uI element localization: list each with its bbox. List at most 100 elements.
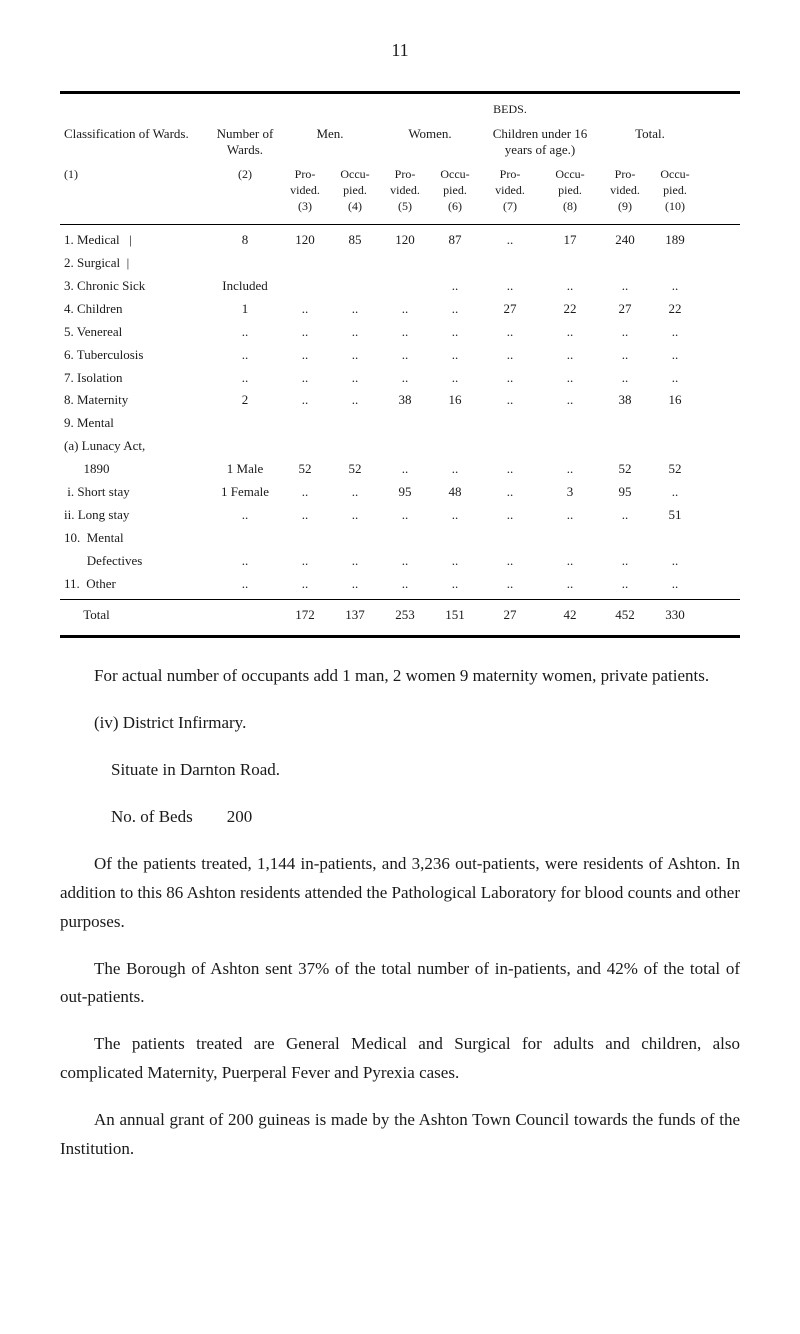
- row-ch-p: ..: [480, 392, 540, 409]
- row-tot-p: ..: [600, 370, 650, 387]
- row-label: 1890: [60, 461, 210, 478]
- row-tot-o: ..: [650, 484, 700, 501]
- row-men-o: [330, 438, 380, 455]
- beds-table: BEDS. Classification of Wards. Number of…: [60, 102, 740, 627]
- subhead-wom-provided: Pro-vided.(5): [380, 167, 430, 214]
- subhead-col1: (1): [60, 167, 210, 214]
- row-men-p: ..: [280, 484, 330, 501]
- subhead-col2: (2): [210, 167, 280, 214]
- row-tot-o: 16: [650, 392, 700, 409]
- row-tot-o: [650, 255, 700, 272]
- row-ch-p: ..: [480, 278, 540, 295]
- row-tot-p: 95: [600, 484, 650, 501]
- row-label: 8. Maternity: [60, 392, 210, 409]
- table-row: 1. Medical | 8 120 85 120 87 .. 17 240 1…: [60, 229, 740, 252]
- row-men-o: ..: [330, 507, 380, 524]
- table-row: 7. Isolation .. .. .. .. .. .. .. .. ..: [60, 367, 740, 390]
- paragraph-7: The patients treated are General Medical…: [60, 1030, 740, 1088]
- row-ch-p: ..: [480, 347, 540, 364]
- row-label: 6. Tuberculosis: [60, 347, 210, 364]
- row-wom-p: ..: [380, 507, 430, 524]
- row-tot-o: ..: [650, 576, 700, 593]
- row-tot-o: 51: [650, 507, 700, 524]
- row-tot-o: [650, 438, 700, 455]
- row-tot-p: [600, 415, 650, 432]
- row-num: 2: [210, 392, 280, 409]
- row-ch-o: 22: [540, 301, 600, 318]
- total-ch-p: 27: [480, 607, 540, 624]
- table-header-rule: [60, 224, 740, 225]
- row-label: 3. Chronic Sick: [60, 278, 210, 295]
- table-row: 11. Other .. .. .. .. .. .. .. .. ..: [60, 573, 740, 596]
- row-wom-p: 38: [380, 392, 430, 409]
- row-ch-p: ..: [480, 484, 540, 501]
- row-label: ii. Long stay: [60, 507, 210, 524]
- row-wom-o: ..: [430, 370, 480, 387]
- row-wom-p: [380, 278, 430, 295]
- row-wom-o: [430, 530, 480, 547]
- subhead-wom-occupied: Occu-pied.(6): [430, 167, 480, 214]
- row-tot-p: 240: [600, 232, 650, 249]
- row-tot-o: 22: [650, 301, 700, 318]
- row-ch-o: ..: [540, 507, 600, 524]
- row-men-o: ..: [330, 484, 380, 501]
- row-num: 8: [210, 232, 280, 249]
- row-ch-p: [480, 415, 540, 432]
- row-ch-o: 3: [540, 484, 600, 501]
- row-men-o: ..: [330, 301, 380, 318]
- total-wom-p: 253: [380, 607, 430, 624]
- row-num: Included: [210, 278, 280, 295]
- row-wom-o: 87: [430, 232, 480, 249]
- row-num: ..: [210, 507, 280, 524]
- row-num: 1 Female: [210, 484, 280, 501]
- row-tot-o: ..: [650, 347, 700, 364]
- beds-label: BEDS.: [60, 102, 740, 118]
- row-wom-o: ..: [430, 461, 480, 478]
- row-men-o: ..: [330, 392, 380, 409]
- row-ch-o: ..: [540, 347, 600, 364]
- body-text: For actual number of occupants add 1 man…: [60, 662, 740, 1164]
- row-tot-p: [600, 255, 650, 272]
- row-men-p: [280, 255, 330, 272]
- paragraph-8: An annual grant of 200 guineas is made b…: [60, 1106, 740, 1164]
- row-men-p: ..: [280, 507, 330, 524]
- paragraph-2: (iv) District Infirmary.: [60, 709, 740, 738]
- row-wom-o: ..: [430, 347, 480, 364]
- row-label: 11. Other: [60, 576, 210, 593]
- row-wom-o: ..: [430, 576, 480, 593]
- row-ch-p: ..: [480, 232, 540, 249]
- subhead-ch-occupied: Occu-pied.(8): [540, 167, 600, 214]
- row-wom-o: ..: [430, 301, 480, 318]
- header-classification: Classification of Wards.: [60, 126, 210, 160]
- row-men-p: ..: [280, 301, 330, 318]
- row-tot-p: 27: [600, 301, 650, 318]
- row-label: i. Short stay: [60, 484, 210, 501]
- row-label: 5. Venereal: [60, 324, 210, 341]
- table-subhead-row: (1) (2) Pro-vided.(3) Occu-pied.(4) Pro-…: [60, 165, 740, 220]
- row-men-p: [280, 278, 330, 295]
- row-ch-p: [480, 438, 540, 455]
- row-men-o: [330, 278, 380, 295]
- row-ch-o: [540, 530, 600, 547]
- table-row: (a) Lunacy Act,: [60, 435, 740, 458]
- row-ch-p: [480, 255, 540, 272]
- table-row: Defectives .. .. .. .. .. .. .. .. ..: [60, 550, 740, 573]
- total-men-o: 137: [330, 607, 380, 624]
- row-num: ..: [210, 553, 280, 570]
- row-num: [210, 438, 280, 455]
- row-ch-p: [480, 530, 540, 547]
- row-wom-o: ..: [430, 278, 480, 295]
- subhead-tot-provided: Pro-vided.(9): [600, 167, 650, 214]
- row-ch-o: ..: [540, 392, 600, 409]
- row-ch-o: [540, 255, 600, 272]
- row-tot-p: ..: [600, 576, 650, 593]
- row-ch-p: ..: [480, 324, 540, 341]
- row-men-p: ..: [280, 576, 330, 593]
- row-wom-p: ..: [380, 370, 430, 387]
- row-men-p: 120: [280, 232, 330, 249]
- row-wom-o: 48: [430, 484, 480, 501]
- row-tot-p: ..: [600, 553, 650, 570]
- row-tot-o: ..: [650, 370, 700, 387]
- header-children: Children under 16 years of age.): [480, 126, 600, 160]
- row-ch-o: ..: [540, 324, 600, 341]
